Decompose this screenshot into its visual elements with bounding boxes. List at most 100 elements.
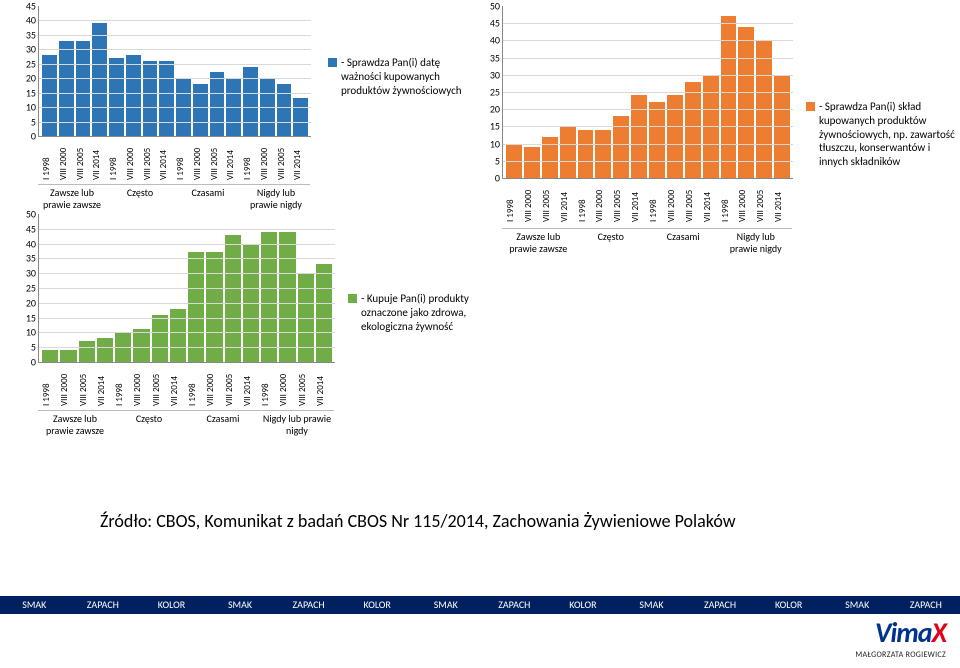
y-tick: 0 [478,172,503,185]
bar [188,252,204,362]
x-label: I 1998 [578,178,594,222]
page: { "xlabels": ["I 1998","VIII 2000","VIII… [0,0,960,668]
bar [143,61,158,136]
bar [126,55,141,136]
y-tick: 15 [478,120,503,133]
x-label: I 1998 [42,136,57,180]
chart2-legend: - Sprawdza Pan(i) skład kupowanych produ… [806,100,956,169]
y-tick: 45 [14,0,39,13]
y-tick: 10 [14,326,39,339]
x-label: VIII 2000 [260,136,275,180]
group-label: Nigdy lubprawie nigdy [720,228,793,254]
y-tick: 5 [478,154,503,167]
x-label: I 1998 [109,136,124,180]
chart1-bars [39,6,311,136]
chart1-groups: Zawsze lubprawie zawszeCzęstoCzasamiNigd… [38,184,310,210]
chart1-swatch [328,58,337,67]
chart1-title: - Sprawdza Pan(i) datę ważności kupowany… [341,56,468,97]
bar [210,72,225,136]
chart2-plot: 05101520253035404550 I 1998VIII 2000VIII… [502,6,793,179]
y-tick: 45 [478,17,503,30]
x-label: VIII 2005 [210,136,225,180]
chart3-xlabels: I 1998VIII 2000VIII 2005VII 2014I 1998VI… [39,362,335,406]
x-label: VIII 2000 [60,362,76,406]
chart-eco: 05101520253035404550 I 1998VIII 2000VIII… [14,214,338,444]
x-label: VIII 2000 [126,136,141,180]
x-label: VIII 2000 [59,136,74,180]
x-label: VIII 2000 [133,362,149,406]
x-label: I 1998 [721,178,737,222]
x-label: I 1998 [115,362,131,406]
footer-word: SMAK [411,596,480,614]
chart2-title: - Sprawdza Pan(i) skład kupowanych produ… [819,100,956,169]
chart3-groups: Zawsze lubprawie zawszeCzęstoCzasamiNigd… [38,410,334,436]
y-tick: 30 [14,267,39,280]
y-tick: 40 [14,237,39,250]
group-label: Często [112,410,186,436]
x-label: I 1998 [261,362,277,406]
bar [631,95,647,178]
bar [92,23,107,136]
x-label: VII 2014 [243,362,259,406]
x-label: VIII 2005 [298,362,314,406]
group-label: Zawsze lubprawie zawsze [38,184,106,210]
y-tick: 25 [478,86,503,99]
x-label: I 1998 [649,178,665,222]
group-label: Często [575,228,648,254]
bar [243,67,258,136]
x-label: VIII 2005 [79,362,95,406]
bar [293,98,308,136]
y-tick: 0 [14,356,39,369]
footer-word: SMAK [823,596,892,614]
group-label: Czasami [174,184,242,210]
y-tick: 20 [14,296,39,309]
bar [261,232,277,362]
x-label: VIII 2000 [193,136,208,180]
x-label: VIII 2000 [206,362,222,406]
bar [524,147,540,178]
y-tick: 5 [14,341,39,354]
footer-word: SMAK [0,596,69,614]
chart-composition: 05101520253035404550 I 1998VIII 2000VIII… [478,6,796,260]
bar [109,58,124,136]
x-label: VIII 2005 [143,136,158,180]
y-tick: 20 [478,103,503,116]
x-label: VIII 2005 [613,178,629,222]
x-label: I 1998 [506,178,522,222]
x-label: I 1998 [243,136,258,180]
chart1-plot: 051015202530354045 I 1998VIII 2000VIII 2… [38,6,311,137]
bar [613,116,629,178]
chart2-xlabels: I 1998VIII 2000VIII 2005VII 2014I 1998VI… [503,178,793,222]
x-label: VIII 2005 [277,136,292,180]
x-label: VIII 2005 [76,136,91,180]
chart2-swatch [806,102,815,111]
x-label: VII 2014 [703,178,719,222]
group-label: Nigdy lub prawienigdy [260,410,334,436]
x-label: VII 2014 [159,136,174,180]
y-tick: 35 [14,28,39,41]
footer-keywords: SMAKZAPACHKOLORSMAKZAPACHKOLORSMAKZAPACH… [0,596,960,614]
chart3-swatch [348,294,357,303]
x-label: VIII 2000 [524,178,540,222]
x-label: I 1998 [42,362,58,406]
x-label: VIII 2000 [738,178,754,222]
footer-word: ZAPACH [274,596,343,614]
y-tick: 15 [14,311,39,324]
group-label: Często [106,184,174,210]
group-label: Czasami [186,410,260,436]
bar [649,102,665,178]
bar [97,338,113,362]
chart1-xlabels: I 1998VIII 2000VIII 2005VII 2014I 1998VI… [39,136,311,180]
footer-word: ZAPACH [686,596,755,614]
x-label: VIII 2005 [756,178,772,222]
bar [60,350,76,362]
x-label: I 1998 [188,362,204,406]
x-label: VIII 2000 [279,362,295,406]
source-text: Źródło: CBOS, Komunikat z badań CBOS Nr … [100,510,736,532]
x-label: VIII 2000 [667,178,683,222]
footer-word: ZAPACH [892,596,960,614]
bar [42,350,58,362]
x-label: VIII 2005 [685,178,701,222]
x-label: VIII 2005 [152,362,168,406]
y-tick: 15 [14,86,39,99]
